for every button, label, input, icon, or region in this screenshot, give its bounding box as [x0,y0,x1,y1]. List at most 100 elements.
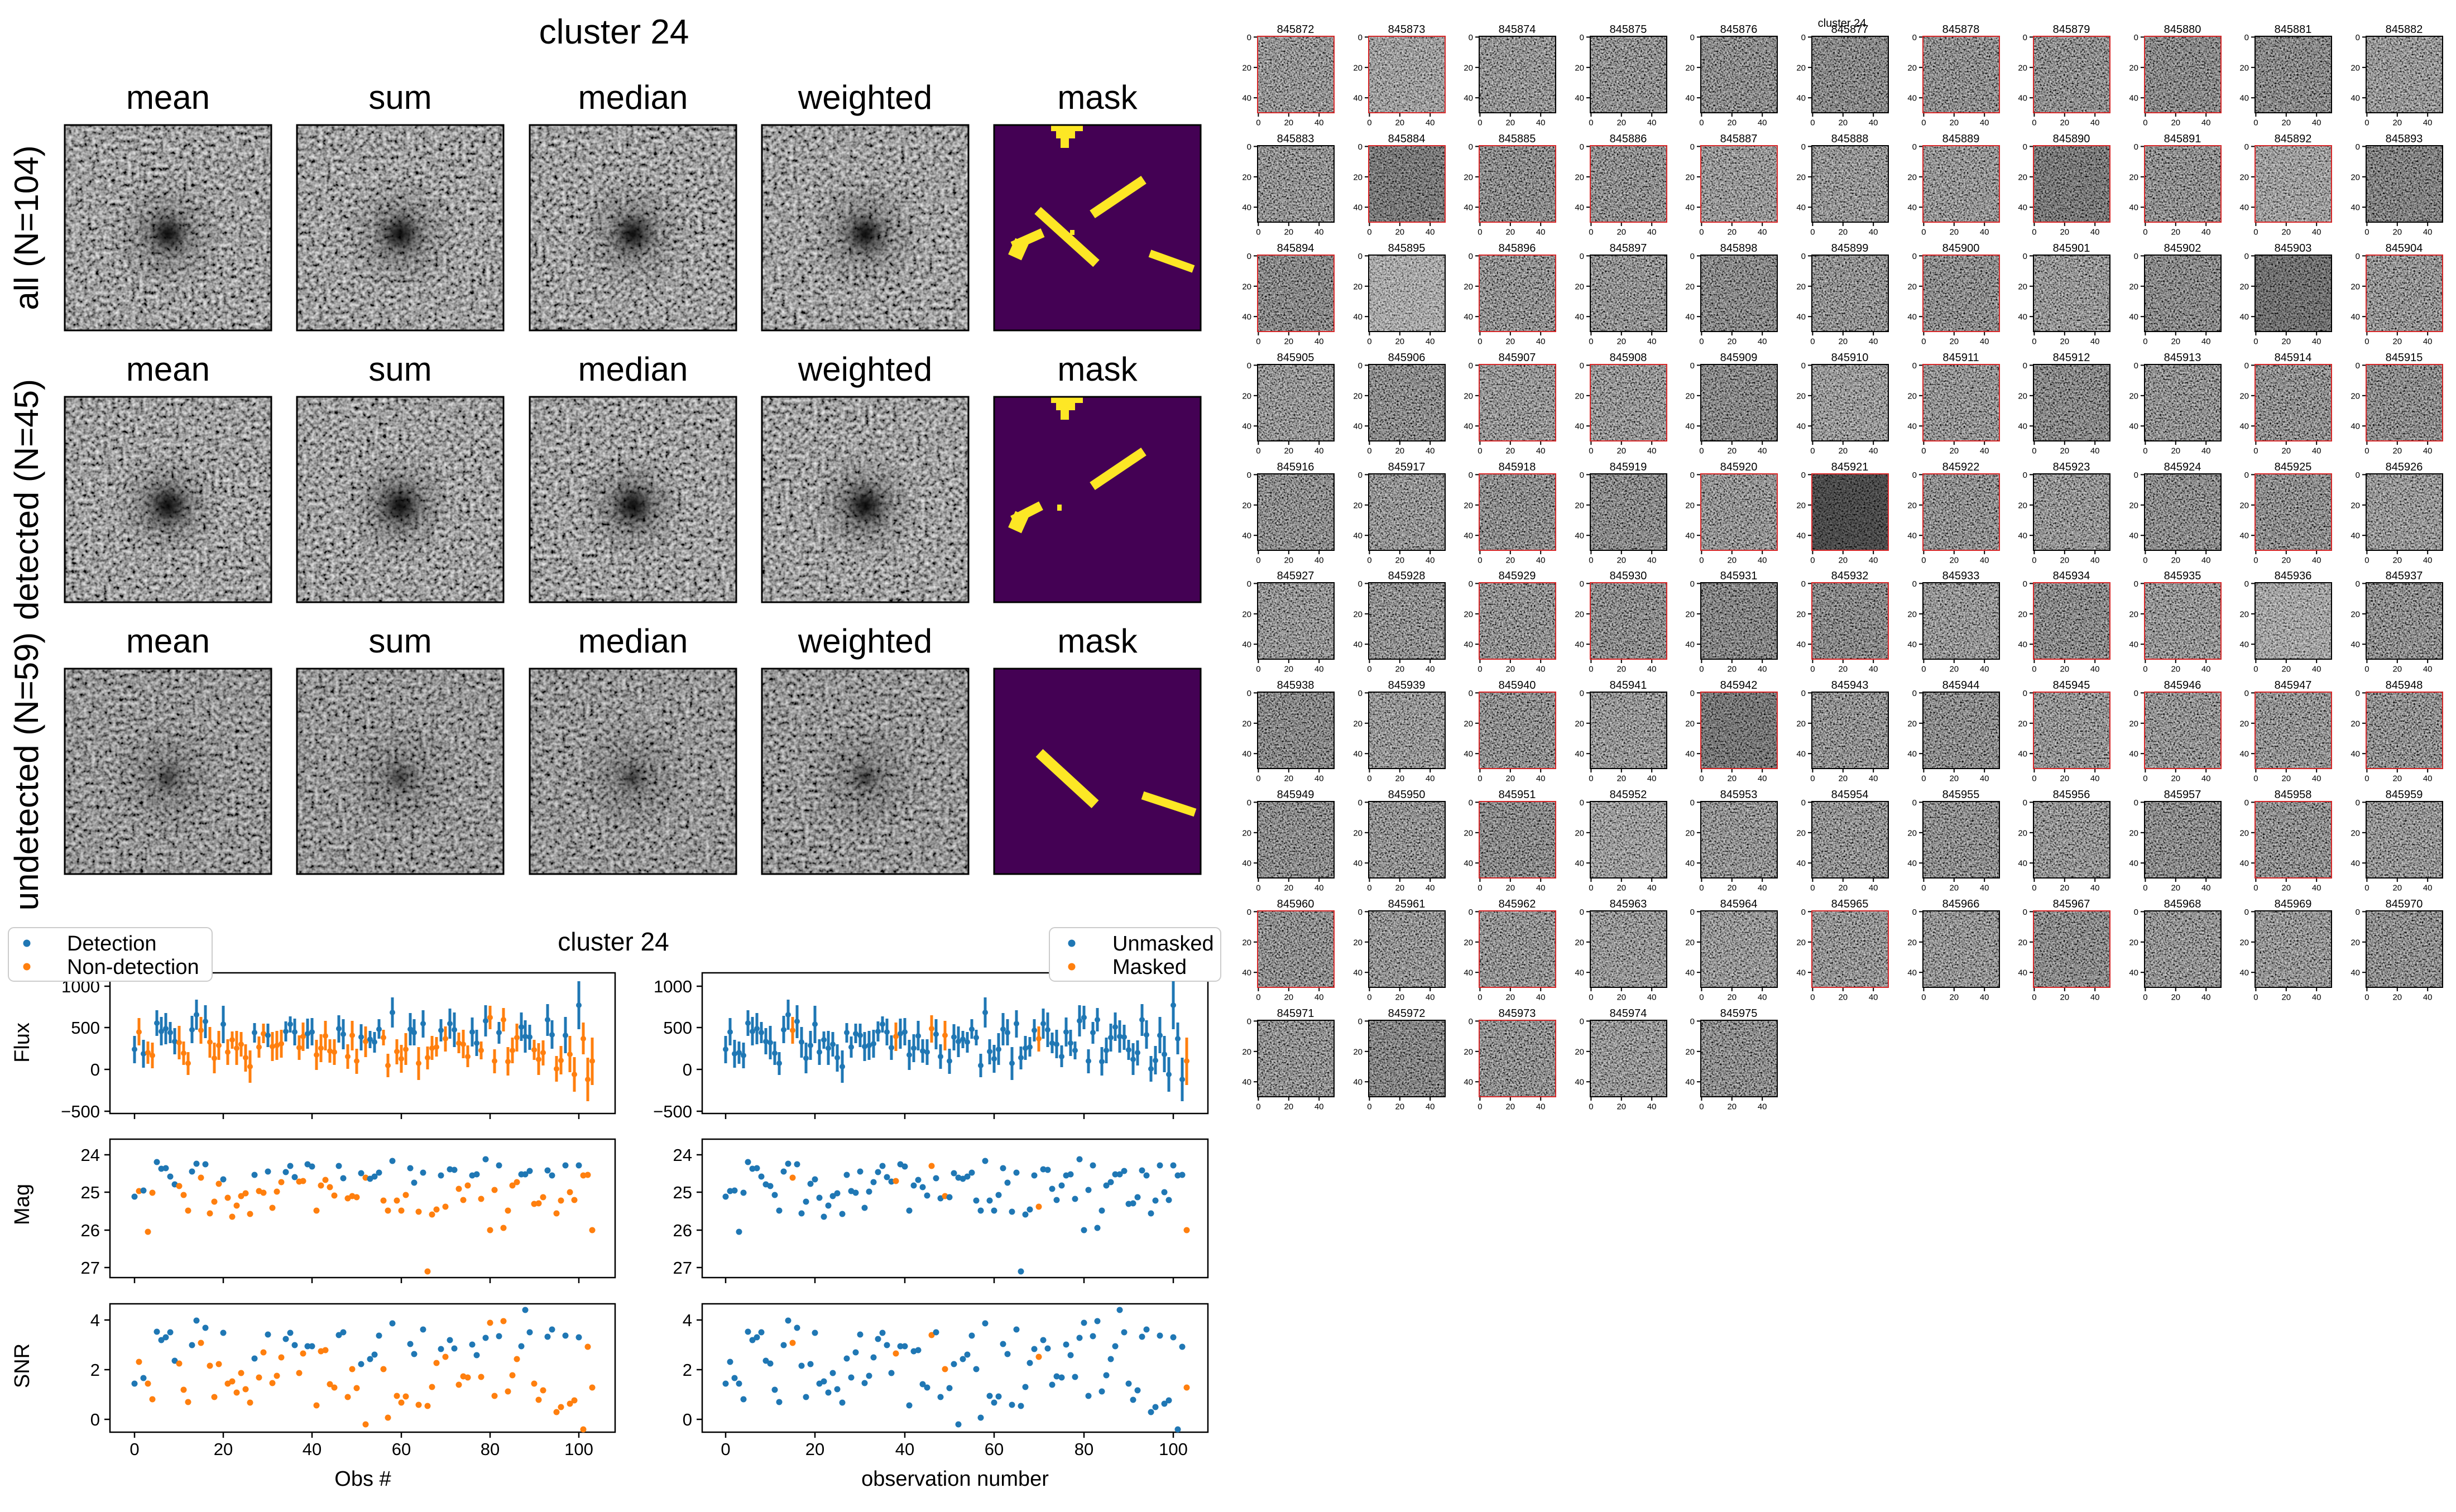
svg-text:845958: 845958 [2275,789,2312,801]
svg-text:845930: 845930 [1610,570,1647,582]
svg-text:845969: 845969 [2275,898,2312,910]
svg-text:median: median [578,79,688,116]
svg-text:40: 40 [303,1439,322,1459]
svg-text:845890: 845890 [2053,133,2090,145]
svg-text:845881: 845881 [2275,23,2312,36]
svg-text:845891: 845891 [2164,133,2201,145]
svg-text:845893: 845893 [2386,133,2423,145]
svg-text:845918: 845918 [1499,461,1536,473]
svg-text:845961: 845961 [1388,898,1426,910]
svg-text:845975: 845975 [1720,1007,1758,1020]
svg-text:845887: 845887 [1720,133,1758,145]
svg-text:845920: 845920 [1720,461,1758,473]
svg-text:845921: 845921 [1831,461,1869,473]
svg-text:845878: 845878 [1942,23,1980,36]
svg-text:mask: mask [1057,79,1138,116]
svg-text:845953: 845953 [1720,789,1758,801]
svg-text:845962: 845962 [1499,898,1536,910]
svg-text:845889: 845889 [1942,133,1980,145]
svg-text:845896: 845896 [1499,242,1536,255]
svg-text:845942: 845942 [1720,679,1758,692]
svg-text:845926: 845926 [2386,461,2423,473]
svg-text:100: 100 [564,1439,593,1459]
svg-text:845915: 845915 [2386,352,2423,364]
svg-text:27: 27 [81,1258,100,1278]
svg-text:845884: 845884 [1388,133,1426,145]
svg-text:845949: 845949 [1277,789,1315,801]
svg-text:100: 100 [1159,1439,1188,1459]
svg-text:0: 0 [721,1439,730,1459]
svg-text:0: 0 [90,1060,100,1079]
svg-text:845945: 845945 [2053,679,2090,692]
svg-text:2: 2 [90,1360,100,1380]
svg-text:median: median [578,622,688,660]
svg-text:845873: 845873 [1388,23,1426,36]
svg-text:845932: 845932 [1831,570,1869,582]
svg-text:Obs #: Obs # [334,1467,391,1491]
svg-text:845948: 845948 [2386,679,2423,692]
svg-text:845938: 845938 [1277,679,1315,692]
svg-text:845892: 845892 [2275,133,2312,145]
svg-text:845923: 845923 [2053,461,2090,473]
svg-text:cluster 24: cluster 24 [539,13,689,51]
svg-text:845957: 845957 [2164,789,2201,801]
svg-text:median: median [578,351,688,388]
svg-text:0: 0 [90,1410,100,1429]
svg-text:845880: 845880 [2164,23,2201,36]
svg-text:845911: 845911 [1942,352,1979,364]
svg-text:845924: 845924 [2164,461,2201,473]
svg-text:845876: 845876 [1720,23,1758,36]
svg-text:845956: 845956 [2053,789,2090,801]
svg-text:845879: 845879 [2053,23,2090,36]
svg-text:845901: 845901 [2053,242,2090,255]
svg-text:845907: 845907 [1499,352,1536,364]
svg-text:Unmasked: Unmasked [1112,932,1214,956]
svg-text:845935: 845935 [2164,570,2201,582]
svg-text:845912: 845912 [2053,352,2090,364]
svg-text:845928: 845928 [1388,570,1426,582]
svg-text:845922: 845922 [1942,461,1980,473]
svg-text:845910: 845910 [1831,352,1869,364]
svg-text:mean: mean [126,79,210,116]
svg-text:sum: sum [368,622,431,660]
svg-text:845946: 845946 [2164,679,2201,692]
svg-text:845883: 845883 [1277,133,1315,145]
svg-text:845968: 845968 [2164,898,2201,910]
svg-text:845917: 845917 [1388,461,1426,473]
svg-text:observation number: observation number [861,1467,1049,1491]
svg-text:845898: 845898 [1720,242,1758,255]
svg-text:845929: 845929 [1499,570,1536,582]
svg-text:sum: sum [368,79,431,116]
svg-text:0: 0 [683,1060,692,1079]
svg-text:80: 80 [481,1439,500,1459]
svg-text:845939: 845939 [1388,679,1426,692]
svg-text:845959: 845959 [2386,789,2423,801]
svg-text:500: 500 [71,1018,100,1038]
svg-text:cluster 24: cluster 24 [558,927,669,956]
svg-text:845902: 845902 [2164,242,2201,255]
svg-text:845874: 845874 [1499,23,1536,36]
svg-text:845906: 845906 [1388,352,1426,364]
svg-text:845927: 845927 [1277,570,1315,582]
svg-text:845941: 845941 [1610,679,1647,692]
svg-text:845877: 845877 [1831,23,1869,36]
svg-text:27: 27 [673,1258,692,1278]
svg-text:20: 20 [214,1439,233,1459]
svg-text:2: 2 [683,1360,692,1380]
svg-text:845886: 845886 [1610,133,1647,145]
svg-text:845963: 845963 [1610,898,1647,910]
svg-text:845916: 845916 [1277,461,1315,473]
svg-text:845967: 845967 [2053,898,2090,910]
svg-text:undetected (N=59): undetected (N=59) [8,632,45,911]
svg-text:cluster 24: cluster 24 [1818,17,1867,30]
svg-text:4: 4 [90,1311,100,1330]
svg-text:845951: 845951 [1499,789,1536,801]
svg-text:25: 25 [673,1183,692,1202]
svg-text:mean: mean [126,351,210,388]
svg-text:845947: 845947 [2275,679,2312,692]
svg-text:845934: 845934 [2053,570,2090,582]
svg-text:0: 0 [683,1410,692,1429]
svg-text:845972: 845972 [1388,1007,1426,1020]
svg-text:845888: 845888 [1831,133,1869,145]
svg-text:845872: 845872 [1277,23,1315,36]
